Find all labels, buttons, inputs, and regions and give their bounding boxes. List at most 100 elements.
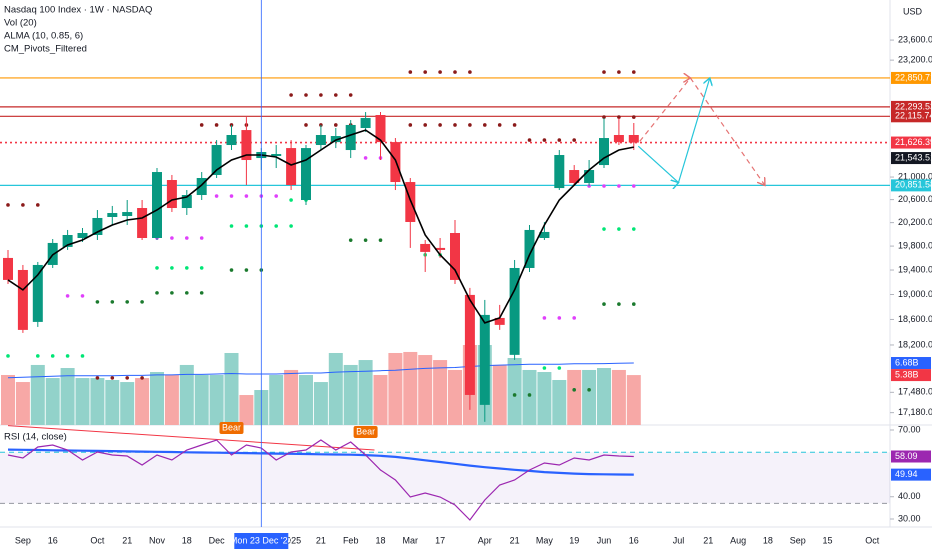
volume-bar — [224, 352, 239, 425]
candle-body — [181, 195, 192, 209]
candle-body — [62, 235, 73, 247]
time-tick-label: Nov — [149, 535, 166, 545]
time-tick-label: 15 — [822, 535, 832, 545]
projection-path — [637, 78, 710, 183]
candle-body — [3, 257, 13, 280]
pivot-dot — [140, 376, 144, 380]
rsi-tick-label: 30.00 — [898, 513, 921, 523]
rsi-tick-label: 70.00 — [898, 424, 921, 434]
pivot-dot — [244, 224, 249, 228]
price-tick-label: 21,000.00 — [898, 171, 932, 181]
volume-bar — [582, 369, 597, 425]
candle-body — [196, 177, 207, 196]
crosshair-label: Mon 23 Dec '24 — [230, 535, 293, 545]
time-tick-label: Sep — [15, 535, 31, 545]
alma-last-box — [891, 152, 931, 165]
pivot-dot — [557, 138, 562, 142]
rsi-tick-label: 40.00 — [898, 491, 921, 501]
volume-bar — [507, 358, 522, 425]
time-tick-label: Aug — [730, 535, 746, 545]
time-tick-label: 2025 — [281, 535, 301, 545]
pivot-dot — [557, 366, 562, 370]
level-label-text: 20,851.58 — [895, 180, 932, 190]
pivot-dot — [21, 203, 25, 207]
price-tick-label: 17,480.00 — [898, 387, 932, 397]
legend-pivots: CM_Pivots_Filtered — [4, 44, 87, 55]
time-tick-label: Dec — [209, 535, 226, 545]
candle-body — [360, 118, 371, 129]
volume-bar — [552, 379, 567, 425]
candle-body — [137, 208, 148, 238]
level-label-text: 22,293.53 — [895, 101, 932, 111]
volume-bar — [522, 369, 537, 425]
volume-bar — [239, 395, 254, 425]
pivot-dot — [408, 70, 413, 74]
volume-bar — [269, 374, 284, 425]
pivot-dot — [572, 388, 576, 392]
time-tick-label: Jul — [673, 535, 685, 545]
pivot-dot — [348, 238, 353, 242]
pivot-dot — [572, 316, 576, 320]
pivot-dot — [304, 93, 308, 97]
legend-rsi: RSI (14, close) — [4, 432, 67, 443]
pivot-dot — [632, 70, 636, 74]
pivot-dot — [289, 224, 293, 228]
candle-body — [166, 180, 177, 209]
currency-label: USD — [903, 6, 923, 16]
candle-body — [77, 233, 88, 238]
alma-last-text: 21,543.51 — [895, 152, 932, 162]
volume-bar — [164, 374, 179, 425]
price-tick-label: 18,200.00 — [898, 339, 932, 349]
pivot-dot — [363, 238, 368, 242]
time-tick-label: 17 — [435, 535, 445, 545]
pivot-dot — [170, 266, 174, 270]
time-tick-label: 21 — [510, 535, 520, 545]
pivot-dot — [572, 138, 576, 142]
time-tick-label: 21 — [122, 535, 132, 545]
candle-body — [628, 135, 639, 143]
pivot-dot — [632, 184, 636, 188]
candle-body — [122, 212, 133, 217]
time-tick-label: Jun — [597, 535, 612, 545]
pivot-dot — [214, 123, 219, 127]
chart-title: Nasdaq 100 Index · 1W · NASDAQ — [4, 5, 152, 16]
volume-last-box — [891, 369, 931, 382]
pivot-dot — [512, 123, 517, 127]
volume-bar — [567, 369, 582, 425]
volume-bar — [1, 374, 15, 425]
candle-body — [271, 154, 282, 157]
volume-bar — [626, 375, 641, 425]
pivot-dot — [199, 266, 204, 270]
volume-bar — [343, 364, 358, 425]
pivot-dot — [617, 184, 621, 188]
rsi-last-box — [891, 450, 931, 463]
pivot-dot — [125, 376, 129, 380]
pivot-dot — [542, 316, 547, 320]
price-tick-label: 20,600.00 — [898, 194, 932, 204]
candle-body — [584, 170, 595, 183]
pivot-dot — [95, 376, 100, 380]
pivot-dot — [274, 194, 279, 198]
candle-body — [330, 136, 341, 143]
volume-bar — [120, 382, 135, 425]
volume-bar — [150, 372, 164, 425]
volume-bar — [135, 378, 150, 425]
pivot-dot — [319, 93, 323, 97]
volume-bar — [299, 374, 313, 425]
level-label-text: 21,626.39 — [895, 137, 932, 147]
candle-body — [569, 170, 580, 183]
volume-bar — [492, 364, 507, 425]
pivot-dot — [185, 236, 189, 240]
volume-ma-line — [7, 362, 634, 379]
volume-bar — [60, 368, 75, 425]
pivot-dot — [199, 123, 204, 127]
signal-box — [353, 426, 378, 439]
pivot-dot — [244, 194, 249, 198]
candle-body — [509, 267, 520, 355]
volume-bar — [75, 378, 90, 425]
volume-bar — [597, 368, 611, 425]
pivot-dot — [199, 236, 204, 240]
time-tick-label: Oct — [90, 535, 105, 545]
time-tick-label: 18 — [763, 535, 773, 545]
